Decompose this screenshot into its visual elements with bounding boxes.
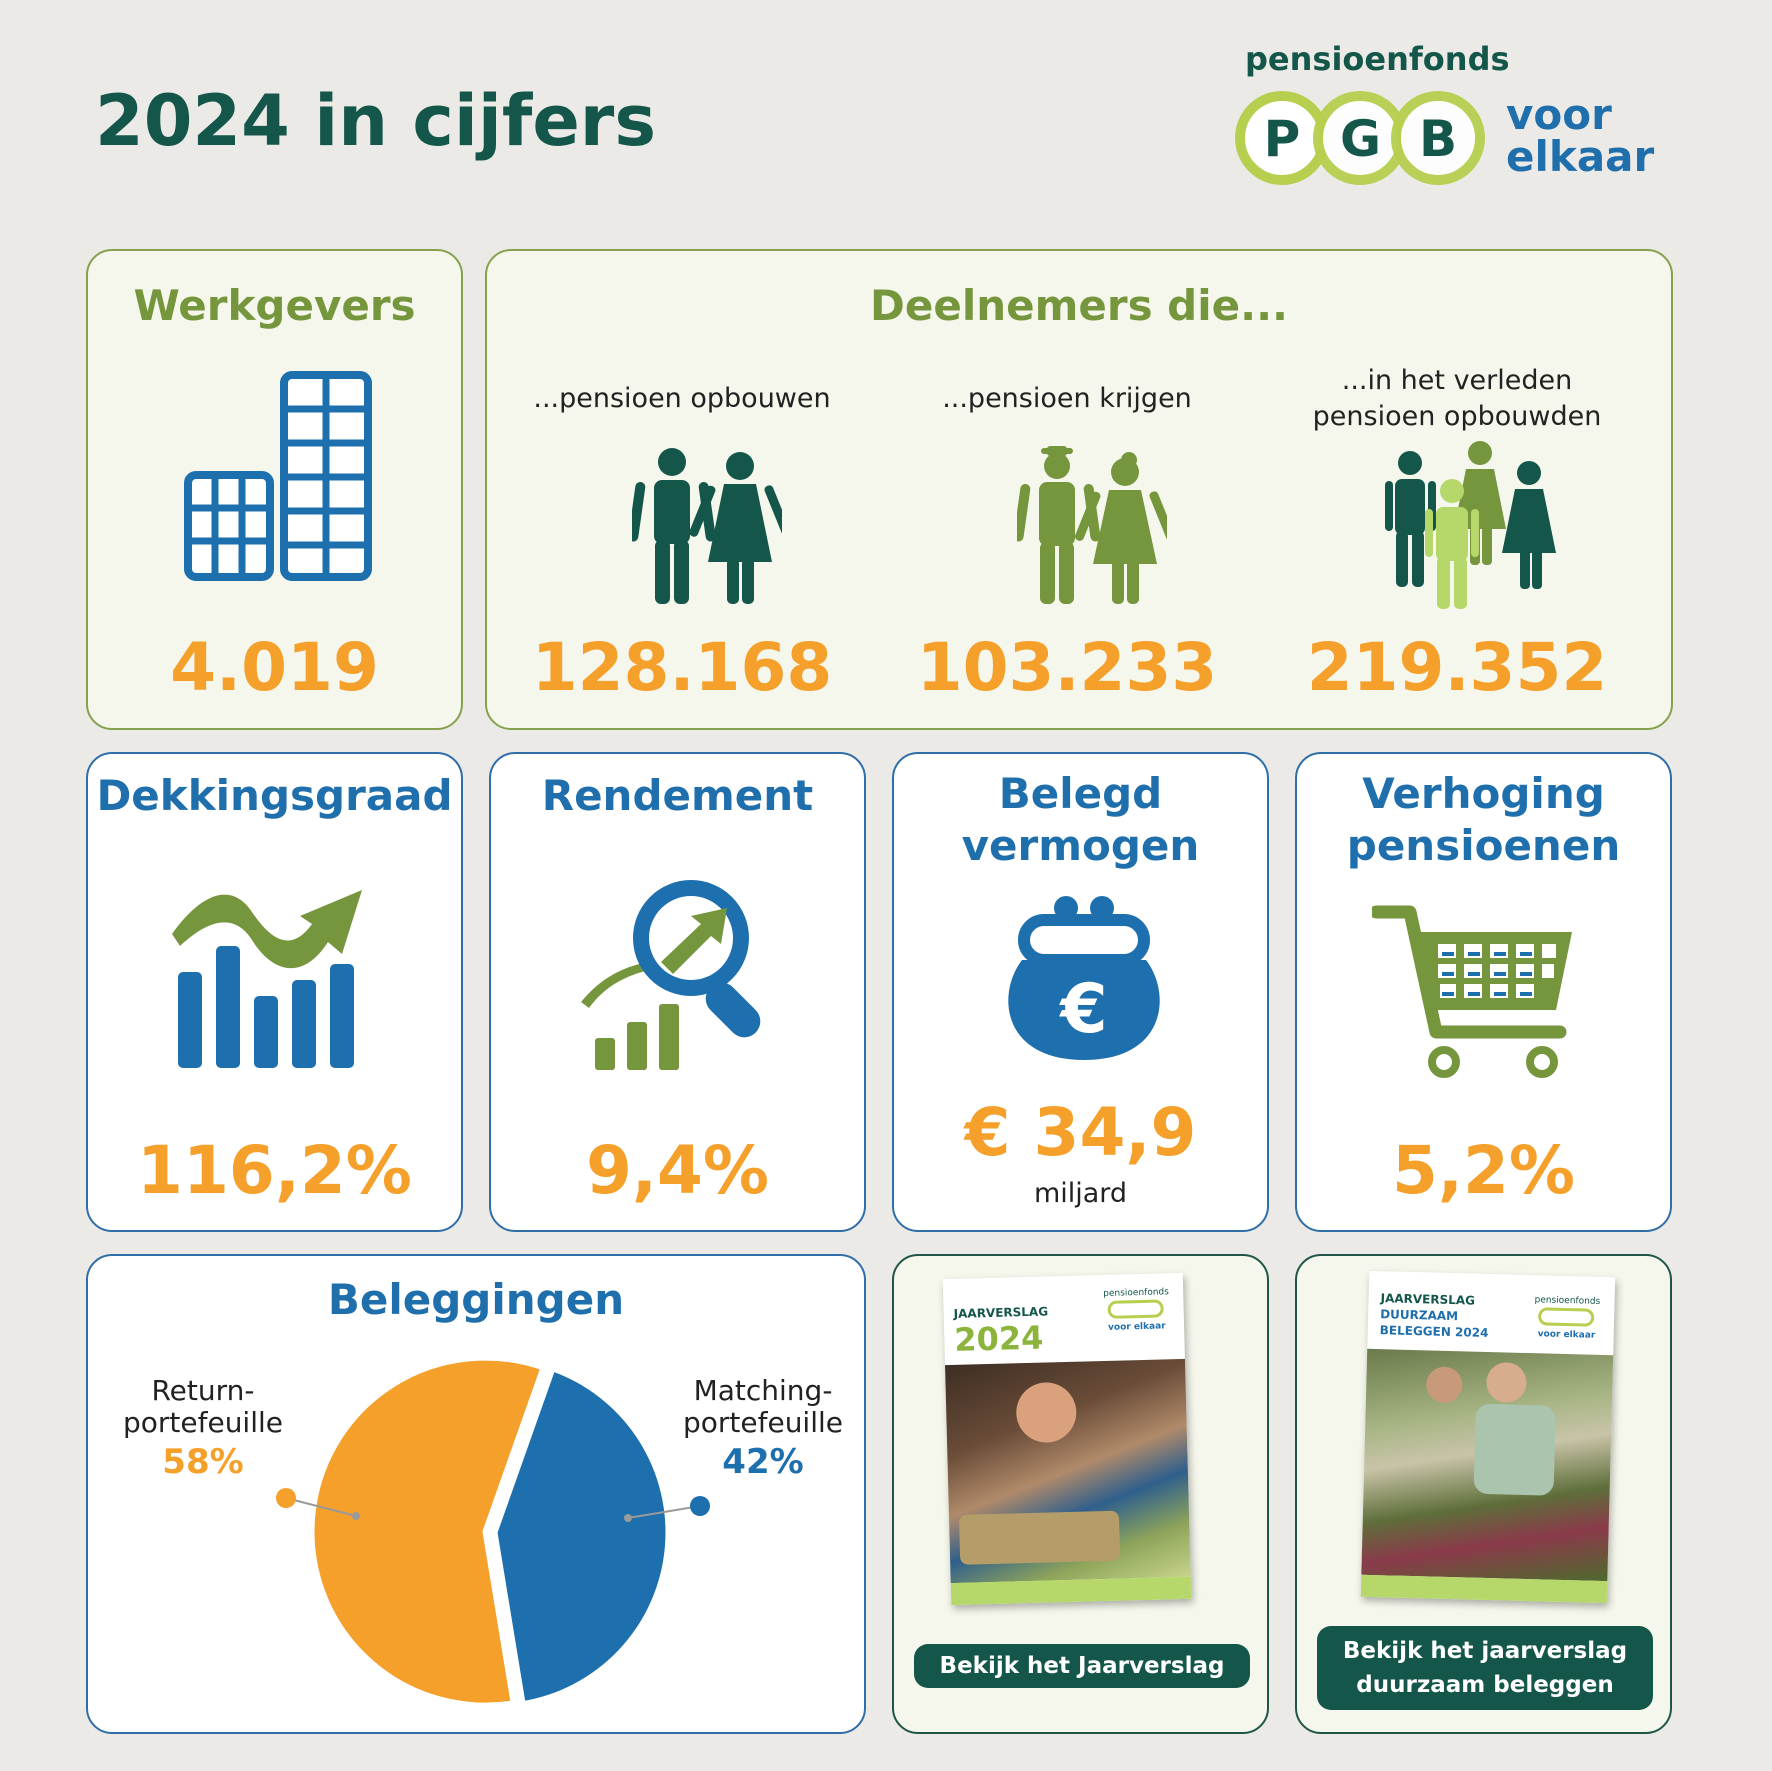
duurzaam-cover-brand: pensioenfonds	[1534, 1295, 1601, 1307]
belegd-value: € 34,9	[964, 1094, 1197, 1171]
deelnemers-label-verleden-2: pensioen opbouwden	[1312, 401, 1602, 432]
belegd-title-1: Belegd	[998, 769, 1163, 818]
return-pct: 58%	[162, 1442, 244, 1482]
cover-year: 2024	[953, 1318, 1044, 1359]
duurzaam-cover-line2: DUURZAAM	[1379, 1307, 1459, 1324]
duurzaam-cover-tag: voor elkaar	[1537, 1329, 1596, 1341]
verhoging-card: Verhoging pensioenen 5,2%	[1295, 752, 1672, 1232]
cover-logo-icon	[1107, 1299, 1164, 1319]
duurzaam-cover[interactable]: JAARVERSLAG DUURZAAM BELEGGEN 2024 pensi…	[1360, 1270, 1616, 1604]
elderly-couple-icon	[1017, 446, 1167, 604]
belegd-card: Belegd vermogen € € 34,9 miljard	[892, 752, 1269, 1232]
page-title: 2024 in cijfers	[95, 80, 656, 162]
jaarverslag-button[interactable]: Bekijk het Jaarverslag	[914, 1644, 1250, 1688]
return-leader-dot	[276, 1488, 296, 1508]
deelnemers-value-verleden: 219.352	[1306, 629, 1608, 706]
logo-top-text: pensioenfonds	[1245, 40, 1510, 78]
logo-tag-voor: voor	[1506, 90, 1612, 139]
matching-leader-anchor	[624, 1514, 632, 1522]
deelnemers-label-verleden-1: ...in het verleden	[1341, 365, 1573, 396]
magnifier-growth-icon	[581, 880, 761, 1070]
beleggingen-card: Beleggingen Return- portefeuille 58% Mat…	[86, 1254, 866, 1734]
duurzaam-cover-photo	[1361, 1348, 1614, 1582]
matching-leader-line	[627, 1505, 701, 1519]
werkgevers-card: Werkgevers 4.019	[86, 249, 463, 730]
duurzaam-cover-logo-icon	[1537, 1307, 1595, 1327]
duurzaam-button-line2: duurzaam beleggen	[1356, 1672, 1614, 1698]
svg-text:€: €	[1058, 970, 1107, 1049]
cover-tag: voor elkaar	[1107, 1321, 1166, 1333]
cover-brand: pensioenfonds	[1103, 1287, 1169, 1300]
logo-letter-p: P	[1263, 110, 1301, 168]
rendement-title: Rendement	[541, 771, 814, 820]
shopping-cart-icon	[1372, 905, 1572, 1078]
dekkingsgraad-title: Dekkingsgraad	[96, 771, 453, 820]
matching-pct: 42%	[722, 1442, 804, 1482]
logo-letter-g: G	[1340, 110, 1382, 168]
rendement-value: 9,4%	[585, 1132, 770, 1209]
matching-leader-dot	[690, 1496, 710, 1516]
belegd-title-2: vermogen	[961, 821, 1200, 870]
logo-tag-elkaar: elkaar	[1506, 132, 1655, 181]
pie-slice-return	[308, 1354, 548, 1709]
logo-letter-b: B	[1418, 110, 1458, 168]
rendement-card: Rendement 9,4%	[489, 752, 866, 1232]
deelnemers-value-krijgen: 103.233	[916, 629, 1218, 706]
jaarverslag-card: JAARVERSLAG 2024 pensioenfonds voor elka…	[892, 1254, 1269, 1734]
deelnemers-title: Deelnemers die...	[869, 281, 1288, 330]
dekkingsgraad-value: 116,2%	[137, 1132, 412, 1209]
bar-chart-trend-icon	[172, 890, 362, 1068]
duurzaam-cover-line3: BELEGGEN 2024	[1379, 1323, 1489, 1340]
cover-photo	[945, 1358, 1191, 1584]
family-icon	[1385, 441, 1556, 609]
deelnemers-card: Deelnemers die... ...pensioen opbouwen 1…	[485, 249, 1673, 730]
deelnemers-label-krijgen: ...pensioen krijgen	[942, 383, 1192, 414]
werkgevers-value: 4.019	[170, 629, 379, 706]
duurzaam-button[interactable]: Bekijk het jaarverslag duurzaam beleggen	[1317, 1626, 1653, 1710]
return-leader-line	[285, 1497, 357, 1517]
jaarverslag-cover[interactable]: JAARVERSLAG 2024 pensioenfonds voor elka…	[942, 1272, 1192, 1606]
dekkingsgraad-card: Dekkingsgraad 116,2%	[86, 752, 463, 1232]
verhoging-value: 5,2%	[1391, 1132, 1576, 1209]
duurzaam-button-line1: Bekijk het jaarverslag	[1342, 1638, 1628, 1664]
euro-purse-icon: €	[1008, 896, 1160, 1060]
couple-icon	[632, 448, 782, 604]
beleggingen-title: Beleggingen	[327, 1275, 625, 1324]
buildings-icon	[184, 371, 372, 581]
return-label-2: portefeuille	[122, 1406, 283, 1439]
deelnemers-label-opbouwen: ...pensioen opbouwen	[533, 383, 831, 414]
duurzaam-card: JAARVERSLAG DUURZAAM BELEGGEN 2024 pensi…	[1295, 1254, 1672, 1734]
deelnemers-value-opbouwen: 128.168	[531, 629, 833, 706]
pie-slice-matching	[491, 1364, 672, 1708]
matching-label-1: Matching-	[693, 1374, 833, 1407]
verhoging-title-2: pensioenen	[1346, 821, 1621, 870]
matching-label-2: portefeuille	[682, 1406, 843, 1439]
pgb-logo: pensioenfonds P G B voor elkaar	[1230, 40, 1670, 190]
pie-chart	[276, 1354, 710, 1709]
return-label-1: Return-	[151, 1374, 255, 1407]
verhoging-title-1: Verhoging	[1362, 769, 1605, 818]
duurzaam-cover-line1: JAARVERSLAG	[1380, 1291, 1476, 1308]
werkgevers-title: Werkgevers	[133, 281, 416, 330]
logo-rings-icon	[1235, 91, 1485, 185]
belegd-unit: miljard	[1033, 1178, 1128, 1209]
return-leader-anchor	[352, 1512, 360, 1520]
